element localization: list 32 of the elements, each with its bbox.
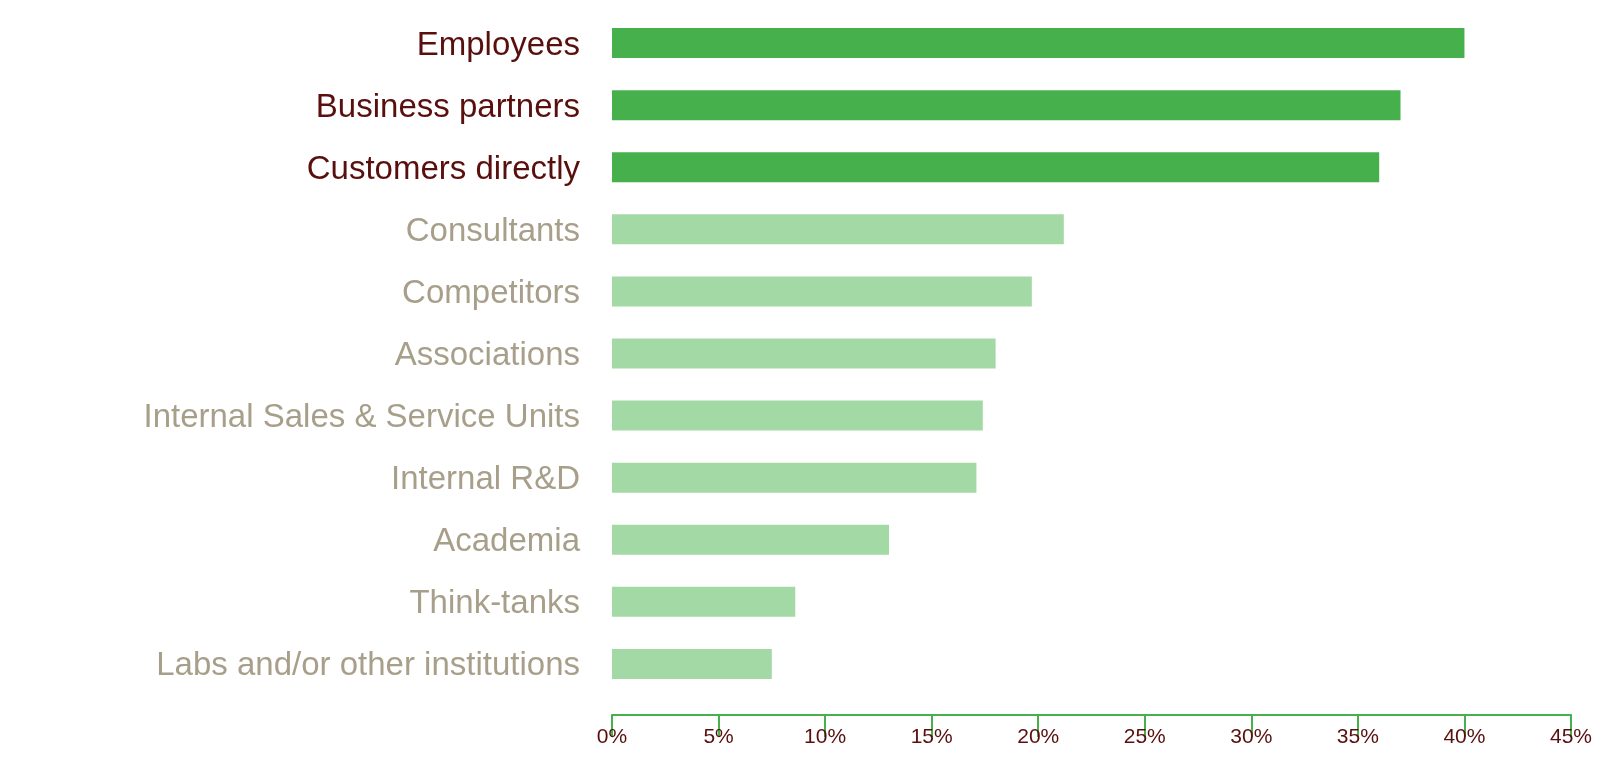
x-tick-label: 45% [1549, 724, 1593, 747]
y-tick-label: Associations [394, 335, 580, 372]
bar [612, 28, 1465, 59]
bar [612, 462, 977, 493]
y-tick-label: Consultants [405, 210, 580, 248]
x-tick-label: 15% [910, 724, 953, 747]
bar [612, 90, 1401, 121]
y-tick-label: Internal Sales & Service Units [143, 397, 580, 435]
bar [612, 648, 772, 679]
bar [612, 276, 1032, 307]
bar [612, 152, 1380, 183]
y-tick-label: Customers directly [306, 148, 581, 186]
y-tick-label: Academia [433, 521, 581, 559]
x-tick-label: 30% [1230, 724, 1273, 747]
x-tick-label: 25% [1123, 724, 1166, 747]
x-tick-label: 0% [596, 724, 628, 747]
y-tick-label: Competitors [402, 272, 580, 310]
bar [612, 214, 1064, 245]
y-tick-label: Labs and/or other institutions [156, 645, 580, 683]
bar [612, 400, 983, 431]
y-tick-label: Think-tanks [409, 583, 580, 621]
bar [612, 338, 996, 369]
y-tick-label: Business partners [315, 86, 580, 124]
y-tick-label: Employees [416, 24, 580, 62]
bar [612, 524, 890, 555]
y-tick-label: Internal R&D [391, 459, 580, 497]
x-tick-label: 10% [804, 724, 847, 747]
x-tick-label: 5% [703, 724, 734, 747]
bar [612, 586, 796, 617]
x-tick-label: 40% [1443, 724, 1486, 747]
x-tick-label: 35% [1336, 724, 1379, 747]
x-tick-label: 20% [1017, 724, 1060, 747]
